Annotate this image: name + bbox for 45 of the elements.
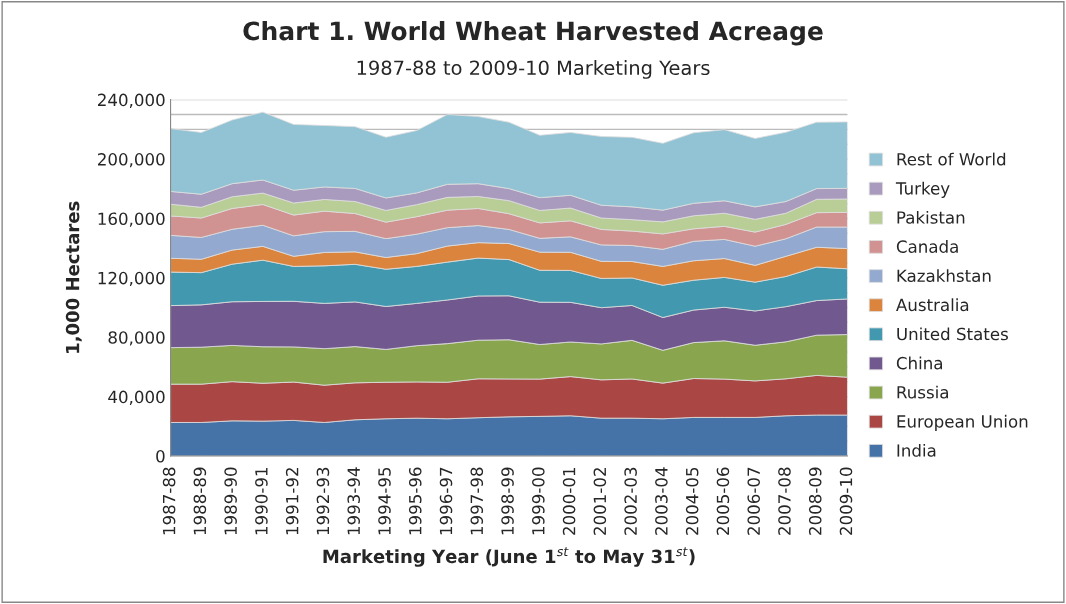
legend-label: Kazakhstan <box>897 269 991 283</box>
x-axis-title: Marketing Year (June 1$^{st}$ to May 31$^{st}$) <box>323 547 695 567</box>
legend-label: India <box>897 443 936 457</box>
x-tick-label: 2006-07 <box>747 467 760 535</box>
legend-label: European Union <box>897 414 1028 431</box>
x-tick-label: 1990-91 <box>255 467 268 535</box>
x-tick-label: 2008-09 <box>808 467 822 535</box>
x-tick-label: 1995-96 <box>408 467 422 535</box>
x-tick-label: 2007-08 <box>778 467 791 535</box>
x-tick-label: 2000-01 <box>562 467 576 535</box>
x-tick-label: 2005-06 <box>716 467 730 535</box>
y-axis-title: 1,000 Hectares <box>65 201 82 353</box>
legend-label: Turkey <box>895 181 950 198</box>
x-tick-label: 1997-98 <box>470 467 484 535</box>
x-tick-label: 2004-05 <box>685 467 699 535</box>
legend-label: Rest of World <box>897 152 1006 166</box>
legend-label: United States <box>897 327 1008 341</box>
y-tick-label: 0 <box>156 449 165 463</box>
x-tick-label: 2003-04 <box>655 467 668 535</box>
y-tick-label: 80,000 <box>108 331 165 346</box>
x-tick-label: 1987-88 <box>162 467 176 535</box>
legend-label: Canada <box>896 240 958 253</box>
x-tick-label: 2009-10 <box>839 467 853 535</box>
y-tick-label: 160,000 <box>98 212 165 227</box>
x-tick-label: 1993-94 <box>347 467 361 535</box>
x-tick-label: 1994-95 <box>378 467 391 535</box>
legend-label: China <box>896 356 942 370</box>
y-tick-label: 200,000 <box>98 153 165 168</box>
x-tick-label: 1999-00 <box>532 467 545 535</box>
y-tick-label: 40,000 <box>108 390 165 405</box>
y-tick-label: 120,000 <box>98 271 165 287</box>
x-tick-label: 1988-89 <box>193 467 207 535</box>
legend-label: Pakistan <box>897 210 965 224</box>
chart-title: Chart 1. World Wheat Harvested Acreage <box>243 21 823 46</box>
x-tick-label: 1991-92 <box>285 468 299 535</box>
legend-label: Russia <box>897 385 948 399</box>
x-tick-label: 1992-93 <box>316 467 330 535</box>
x-tick-label: 1989-90 <box>224 467 237 535</box>
y-tick-label: 240,000 <box>98 93 165 108</box>
x-tick-label: 1996-97 <box>439 467 453 535</box>
chart-subtitle: 1987-88 to 2009-10 Marketing Years <box>357 60 710 79</box>
x-tick-label: 1998-99 <box>501 467 514 535</box>
x-tick-label: 2002-03 <box>624 467 637 535</box>
x-tick-label: 2001-02 <box>593 468 607 535</box>
legend-label: Australia <box>896 298 969 312</box>
